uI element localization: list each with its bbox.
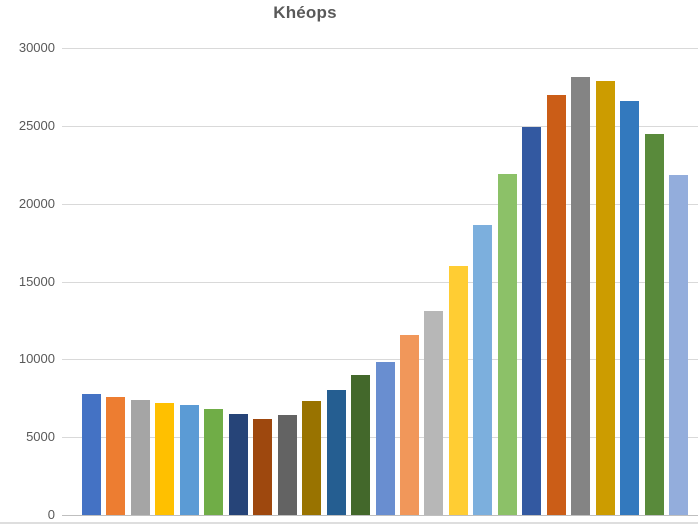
bar[interactable] <box>180 405 199 515</box>
bottom-divider <box>0 522 698 524</box>
bar[interactable] <box>449 266 468 515</box>
bar[interactable] <box>473 225 492 515</box>
x-axis-line <box>62 515 698 516</box>
bar[interactable] <box>669 175 688 515</box>
gridline <box>62 282 698 283</box>
chart-title[interactable]: Khéops <box>273 3 337 22</box>
bar[interactable] <box>424 311 443 515</box>
bar[interactable] <box>155 403 174 515</box>
gridline <box>62 359 698 360</box>
bar[interactable] <box>131 400 150 515</box>
gridline <box>62 204 698 205</box>
bar[interactable] <box>571 77 590 515</box>
bar[interactable] <box>645 134 664 515</box>
bar[interactable] <box>82 394 101 515</box>
bar[interactable] <box>278 415 297 515</box>
bar[interactable] <box>302 401 321 515</box>
bar[interactable] <box>253 419 272 515</box>
bar[interactable] <box>400 335 419 515</box>
y-axis-tick-label: 30000 <box>18 40 55 55</box>
bar[interactable] <box>547 95 566 515</box>
gridline <box>62 48 698 49</box>
bar[interactable] <box>106 397 125 515</box>
bar[interactable] <box>327 390 346 515</box>
y-axis-tick-label: 10000 <box>18 351 55 366</box>
y-axis-tick-label: 25000 <box>18 118 55 133</box>
bar[interactable] <box>229 414 248 515</box>
bar[interactable] <box>376 362 395 515</box>
bar[interactable] <box>620 101 639 515</box>
y-axis-tick-label: 0 <box>47 507 55 522</box>
bar[interactable] <box>596 81 615 515</box>
bar[interactable] <box>204 409 223 515</box>
y-axis-tick-label: 15000 <box>18 274 55 289</box>
y-axis-tick-label: 5000 <box>26 429 55 444</box>
y-axis-tick-label: 20000 <box>18 196 55 211</box>
gridline <box>62 126 698 127</box>
bar[interactable] <box>498 174 517 515</box>
bar[interactable] <box>522 127 541 515</box>
bar[interactable] <box>351 375 370 515</box>
